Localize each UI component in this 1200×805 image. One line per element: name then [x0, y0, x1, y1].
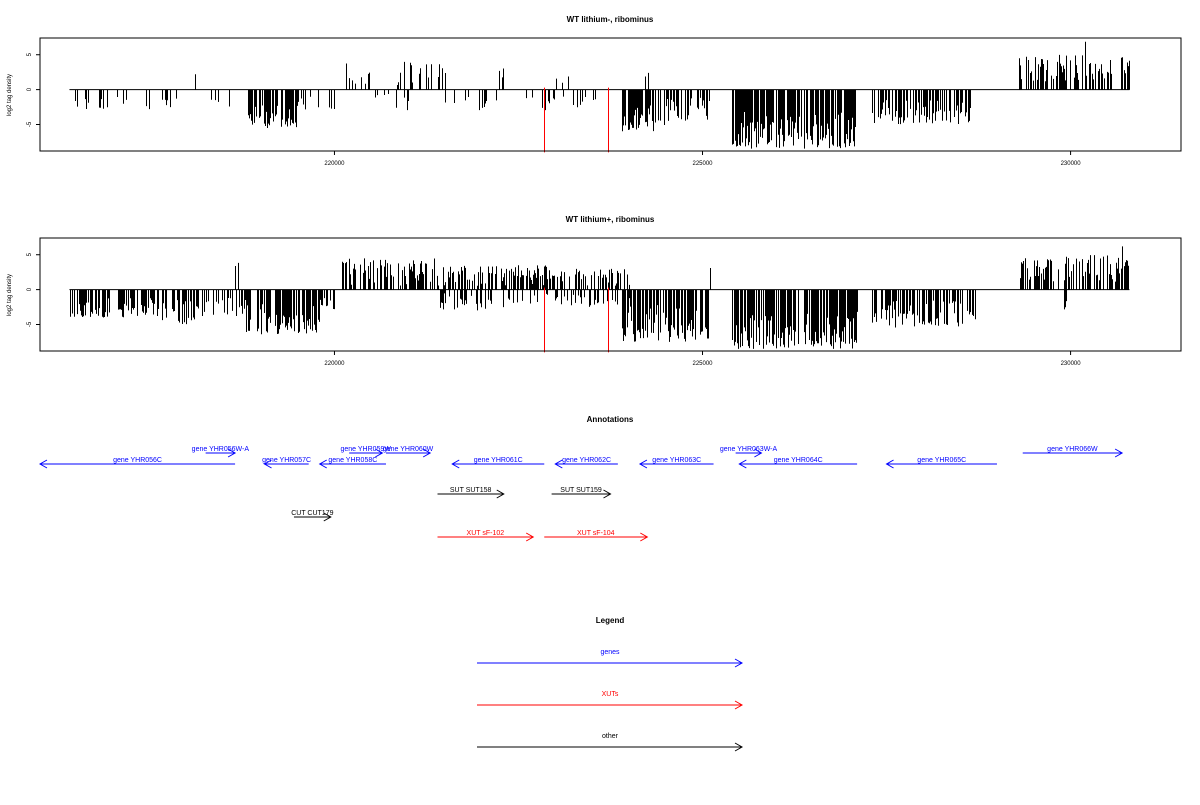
- feature-arrowhead: [640, 532, 649, 542]
- y-tick-label: 0: [27, 87, 33, 91]
- legend-title: Legend: [596, 616, 625, 625]
- legend-label: genes: [600, 649, 620, 656]
- panel-1-axes: 220000 225000 230000 -5 0 5: [27, 52, 1081, 167]
- annotation-features: gene YHR056C gene YHR056W-A gene YHR057C ge…: [38, 446, 1124, 542]
- feature-arrowhead: [754, 448, 763, 458]
- feature-label: gene YHR060W: [383, 446, 434, 453]
- legend-panel: Legend genes XUTs other: [477, 616, 744, 752]
- feature-arrowhead: [525, 532, 535, 542]
- feature-label: CUT CUT179: [291, 510, 333, 517]
- panel-2-bars: [69, 246, 1130, 353]
- panel-1-bars: [69, 41, 1130, 153]
- y-tick-label: 5: [27, 52, 33, 56]
- feature-arrowhead: [1114, 448, 1124, 458]
- feature-arrowhead: [496, 489, 505, 499]
- x-tick-label: 230000: [1061, 361, 1082, 367]
- legend-label: XUTs: [602, 691, 619, 698]
- feature-label: gene YHR064C: [774, 457, 823, 464]
- feature-arrowhead: [885, 459, 894, 469]
- feature-label: gene YHR063W-A: [720, 446, 778, 453]
- feature-label: gene YHR065C: [917, 457, 966, 464]
- x-tick-label: 220000: [324, 361, 345, 367]
- panel-2-title: WT lithium+, ribominus: [566, 215, 655, 224]
- feature-arrowhead: [323, 512, 332, 522]
- legend-arrowhead: [734, 742, 744, 752]
- legend-items: genes XUTs other: [477, 649, 744, 752]
- legend-arrowhead: [734, 658, 744, 668]
- feature-arrowhead: [738, 459, 747, 469]
- panel-lithium-plus: WT lithium+, ribominus log2 tag density …: [7, 215, 1182, 367]
- feature-label: gene YHR066W: [1047, 446, 1098, 453]
- feature-arrowhead: [375, 448, 384, 458]
- feature-arrowhead: [422, 448, 432, 458]
- feature-arrowhead: [603, 489, 612, 499]
- feature-arrowhead: [638, 459, 648, 469]
- feature-label: XUT sF-102: [467, 530, 505, 537]
- y-tick-label: -5: [27, 321, 33, 327]
- x-tick-label: 230000: [1061, 161, 1082, 167]
- annotations-title: Annotations: [587, 415, 634, 424]
- feature-label: gene YHR057C: [262, 457, 311, 464]
- panel-lithium-minus: WT lithium-, ribominus log2 tag density …: [7, 15, 1182, 167]
- feature-label: gene YHR063C: [652, 457, 701, 464]
- feature-label: gene YHR062C: [562, 457, 611, 464]
- feature-label: SUT SUT158: [450, 487, 492, 494]
- feature-label: gene YHR056C: [113, 457, 162, 464]
- panel-2-axes: 220000 225000 230000 -5 0 5: [27, 252, 1081, 367]
- panel-1-frame: [39, 37, 1182, 152]
- panel-1-ylabel: log2 tag density: [7, 74, 13, 116]
- legend-arrowhead: [734, 700, 744, 710]
- x-tick-label: 225000: [693, 361, 714, 367]
- panel-2-frame: [39, 237, 1182, 352]
- x-tick-label: 225000: [693, 161, 714, 167]
- legend-label: other: [602, 733, 619, 740]
- x-tick-label: 220000: [324, 161, 345, 167]
- feature-label: gene YHR061C: [474, 457, 523, 464]
- feature-arrowhead: [318, 459, 327, 469]
- panel-2-ylabel: log2 tag density: [7, 274, 13, 316]
- feature-label: SUT SUT159: [560, 487, 602, 494]
- feature-arrowhead: [38, 459, 48, 469]
- y-tick-label: -5: [27, 121, 33, 127]
- feature-arrowhead: [263, 459, 272, 469]
- feature-arrowhead: [554, 459, 563, 469]
- feature-label: gene YHR058C: [328, 457, 377, 464]
- y-tick-label: 5: [27, 252, 33, 256]
- feature-label: XUT sF-104: [577, 530, 615, 537]
- y-tick-label: 0: [27, 287, 33, 291]
- feature-arrowhead: [227, 448, 237, 458]
- feature-arrowhead: [451, 459, 460, 469]
- feature-label: gene YHR059W: [341, 446, 392, 453]
- panel-1-title: WT lithium-, ribominus: [567, 15, 654, 24]
- feature-label: gene YHR056W-A: [192, 446, 250, 453]
